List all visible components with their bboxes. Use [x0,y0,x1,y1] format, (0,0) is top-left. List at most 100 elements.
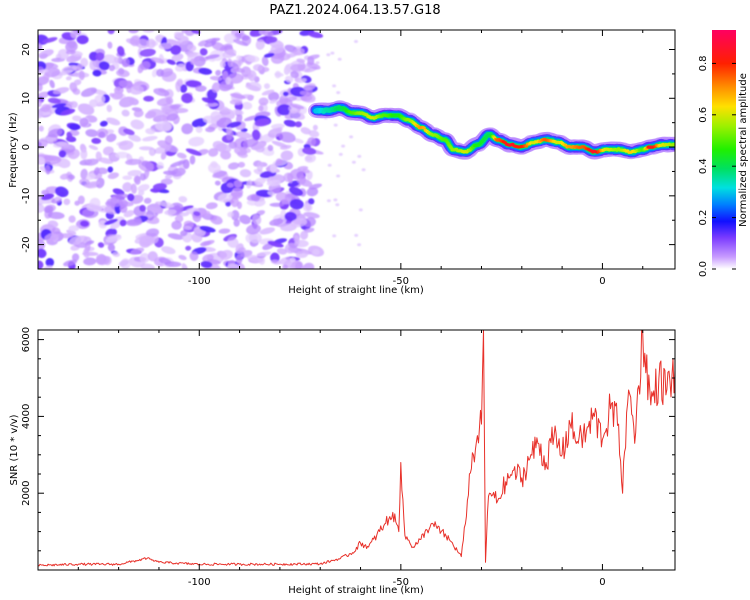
noise-blobs [38,30,366,269]
noise-blob [247,70,257,82]
noise-blob [79,117,89,127]
noise-blob [56,70,73,76]
noise-blob [164,261,182,268]
noise-blob [139,173,146,181]
noise-blob [258,97,269,106]
noise-blob [109,93,115,98]
noise-blob [195,126,203,133]
noise-blob [279,257,292,265]
noise-blob [245,55,260,63]
noise-blob [42,72,50,81]
noise-blob [186,51,198,58]
noise-blob [106,117,121,126]
colorbar-tick-label: 0.2 [698,210,709,226]
noise-blob [354,233,359,237]
noise-blob [91,137,102,144]
noise-blob [256,161,264,172]
noise-blob [304,154,316,163]
noise-blob [267,144,274,152]
noise-blob [164,209,177,216]
noise-blob [230,196,239,208]
noise-blob [300,94,307,102]
noise-blob [176,152,187,159]
noise-blob [179,212,190,217]
noise-blob [278,131,296,143]
noise-blob [236,55,242,61]
noise-blob [134,175,141,185]
noise-blob [97,167,108,175]
noise-blob [218,228,231,234]
noise-blob [250,194,260,202]
noise-blob [72,115,82,122]
noise-blob [237,161,246,168]
noise-blob [205,126,216,133]
noise-blob [145,228,160,238]
noise-blob [233,179,243,188]
noise-blob [83,257,97,266]
noise-blob [296,58,306,63]
noise-blob [51,227,61,235]
noise-blob [199,225,216,233]
noise-blob [246,224,261,235]
noise-blob [255,39,265,50]
noise-blob [336,174,341,178]
noise-blob [302,203,313,212]
noise-blob [290,218,308,228]
noise-blob [190,58,196,65]
noise-blob [97,242,105,248]
y-tick-label: 10 [21,92,32,105]
noise-blob [80,220,89,227]
noise-blob [246,200,257,206]
noise-blob [225,201,231,207]
colorbar-ticks: 0.0 0.2 0.4 0.6 0.8 [698,55,736,277]
x-tick-label: 0 [599,577,605,588]
noise-blob [125,158,142,166]
noise-blob [212,140,227,152]
noise-blob [106,104,113,113]
noise-blob [199,48,208,56]
noise-blob [166,59,176,65]
noise-blob [38,203,45,213]
noise-blob [279,144,292,150]
noise-blob [38,91,50,100]
noise-blob [121,109,130,117]
noise-blob [189,155,196,165]
noise-blob [236,201,243,210]
noise-blob [230,187,244,198]
noise-blob [96,128,109,139]
colorbar-label: Normalized spectral amplitude [738,73,749,227]
noise-blob [233,219,240,227]
noise-blob [219,249,233,261]
noise-blob [185,148,202,156]
noise-blob [158,42,172,50]
noise-blob [117,45,125,57]
noise-blob [114,56,120,64]
noise-blob [138,189,145,196]
noise-blob [77,103,95,115]
noise-blob [107,172,119,179]
noise-blob [71,253,80,262]
noise-blob [130,183,137,194]
noise-blob [289,257,296,263]
noise-blob [108,64,116,72]
noise-blob [229,99,243,106]
noise-blob [152,183,167,191]
noise-blob [187,44,197,52]
noise-blob [94,94,106,105]
noise-blob [157,201,175,208]
noise-blob [181,30,189,34]
noise-blob [92,69,102,77]
noise-blob [173,31,184,39]
noise-blob [254,177,266,186]
noise-blob [262,30,274,37]
noise-blob [205,202,218,210]
noise-blob [112,193,129,200]
noise-blob [107,166,114,173]
noise-blob [139,204,146,212]
noise-blob [209,76,223,81]
noise-blob [295,250,309,259]
noise-blob [267,191,276,196]
noise-blob [112,251,120,257]
noise-blob [65,76,72,81]
noise-blob [149,148,155,156]
